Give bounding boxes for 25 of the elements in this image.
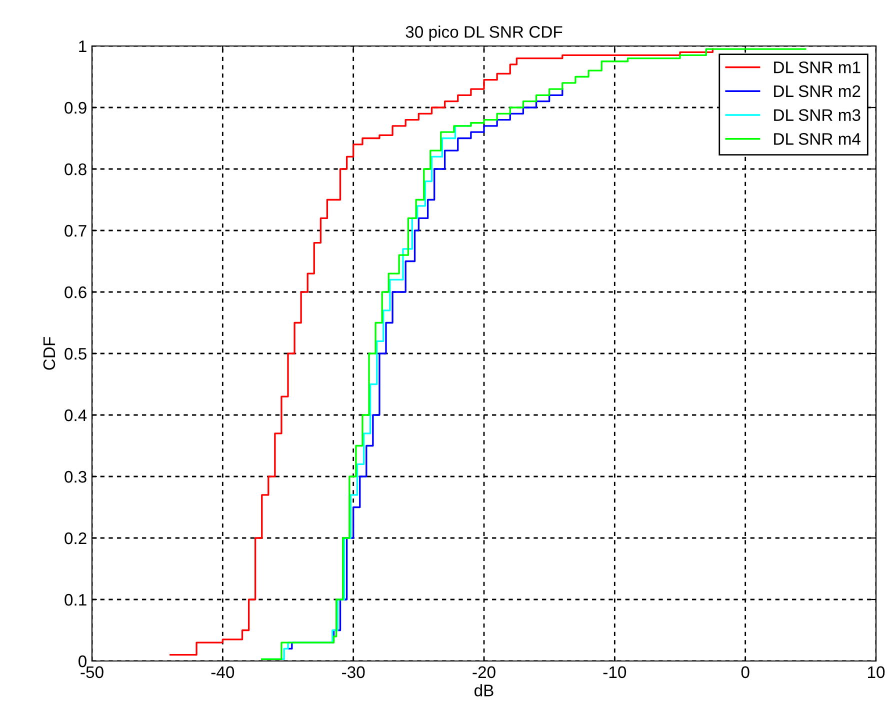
y-tick-label: 0.7: [64, 224, 86, 237]
y-axis-title: CDF: [43, 337, 56, 370]
x-tick-label: 10: [868, 666, 885, 678]
legend-label: DL SNR m4: [774, 133, 861, 145]
y-tick-label: 0.8: [64, 163, 86, 176]
x-tick-label: -10: [603, 666, 626, 678]
y-tick-label: 1: [79, 40, 86, 52]
x-tick-label: -20: [472, 666, 496, 678]
x-tick-label: -40: [211, 666, 234, 678]
y-tick-label: 0.4: [64, 409, 87, 422]
x-tick-label: -50: [80, 666, 104, 678]
y-tick-label: 0.6: [64, 286, 86, 298]
x-tick-label: -30: [342, 666, 365, 678]
y-tick-label: 0.3: [64, 470, 86, 483]
legend-label: DL SNR m1: [774, 61, 860, 74]
x-tick-label: 0: [741, 666, 750, 678]
y-tick-label: 0.1: [64, 594, 86, 606]
legend-label: DL SNR m3: [774, 109, 860, 121]
chart-title: 30 pico DL SNR CDF: [406, 26, 562, 42]
x-axis-title: dB: [474, 684, 494, 696]
legend-label: DL SNR m2: [774, 85, 860, 98]
y-tick-label: 0.5: [64, 348, 86, 360]
y-tick-label: 0: [78, 655, 86, 668]
y-tick-label: 0.9: [64, 102, 86, 114]
y-tick-label: 0.2: [64, 532, 86, 544]
